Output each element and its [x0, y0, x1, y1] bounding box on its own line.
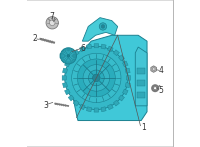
Text: 2: 2	[32, 34, 37, 44]
Polygon shape	[55, 103, 57, 105]
Polygon shape	[62, 68, 67, 73]
Polygon shape	[68, 95, 74, 101]
FancyBboxPatch shape	[60, 54, 63, 58]
Polygon shape	[125, 83, 130, 88]
Polygon shape	[65, 89, 70, 95]
Circle shape	[72, 53, 121, 103]
Circle shape	[93, 74, 100, 82]
Text: 5: 5	[159, 86, 163, 95]
Circle shape	[67, 54, 70, 57]
Circle shape	[101, 25, 105, 28]
Polygon shape	[123, 61, 128, 67]
Text: 4: 4	[159, 66, 163, 75]
Circle shape	[49, 20, 55, 26]
Text: 1: 1	[141, 123, 146, 132]
Circle shape	[46, 17, 58, 29]
Circle shape	[88, 70, 104, 86]
Polygon shape	[79, 104, 85, 110]
Text: 6: 6	[81, 44, 86, 53]
Polygon shape	[113, 50, 119, 56]
Polygon shape	[82, 18, 118, 41]
Polygon shape	[40, 38, 42, 40]
Polygon shape	[125, 68, 130, 73]
Polygon shape	[151, 66, 156, 72]
Circle shape	[60, 48, 76, 64]
Polygon shape	[65, 61, 70, 67]
Text: 3: 3	[43, 101, 48, 110]
Text: 7: 7	[50, 12, 55, 21]
Bar	[137, 68, 145, 74]
Polygon shape	[108, 46, 113, 52]
Polygon shape	[94, 108, 99, 112]
Polygon shape	[123, 89, 128, 95]
Circle shape	[83, 65, 110, 91]
Polygon shape	[135, 47, 147, 106]
Circle shape	[77, 59, 115, 97]
Polygon shape	[73, 100, 79, 106]
Polygon shape	[94, 44, 99, 48]
Circle shape	[152, 68, 155, 71]
Bar	[137, 92, 145, 98]
Bar	[137, 80, 145, 86]
Polygon shape	[108, 104, 113, 110]
Polygon shape	[62, 76, 66, 80]
Polygon shape	[86, 107, 92, 112]
Polygon shape	[126, 76, 130, 80]
Polygon shape	[86, 44, 92, 49]
Circle shape	[65, 46, 128, 110]
Polygon shape	[71, 35, 147, 121]
Polygon shape	[79, 46, 85, 52]
Polygon shape	[62, 83, 67, 88]
Polygon shape	[73, 50, 79, 56]
Polygon shape	[119, 55, 124, 61]
Polygon shape	[101, 44, 106, 49]
Polygon shape	[119, 95, 124, 101]
Polygon shape	[101, 107, 106, 112]
Polygon shape	[68, 55, 74, 61]
Circle shape	[99, 23, 107, 30]
Polygon shape	[113, 100, 119, 106]
